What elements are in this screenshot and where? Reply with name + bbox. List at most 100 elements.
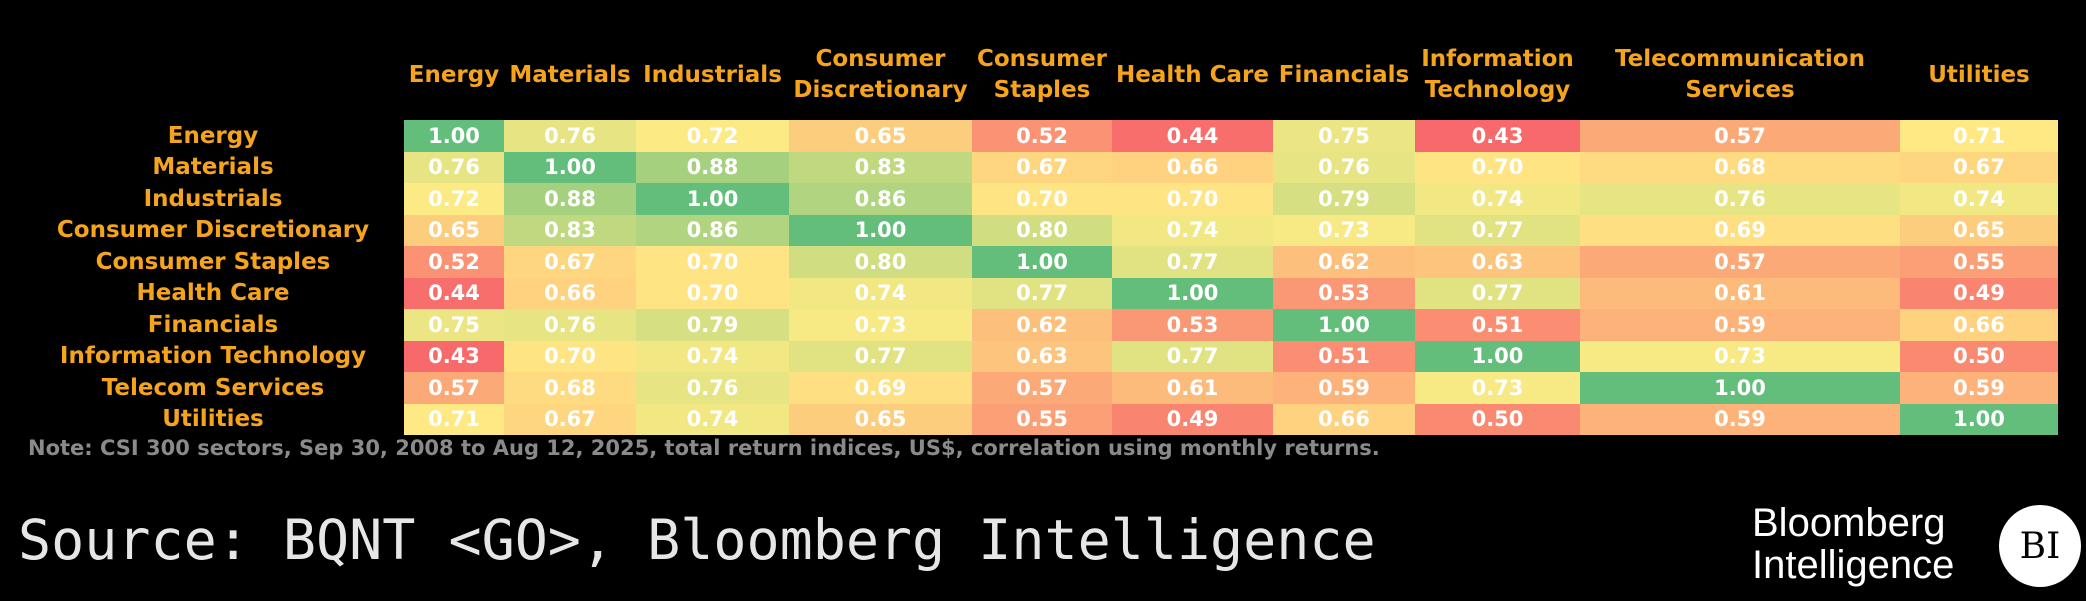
heatmap-cell: 0.55 bbox=[1900, 246, 2058, 278]
row-header: Consumer Staples bbox=[95, 248, 331, 275]
heatmap-cell: 0.74 bbox=[1112, 214, 1273, 246]
column-header: Utilities bbox=[1928, 61, 2030, 88]
heatmap-cell: 0.43 bbox=[1415, 120, 1580, 152]
heatmap-cell: 0.83 bbox=[789, 151, 972, 183]
heatmap-cell: 0.77 bbox=[1415, 214, 1580, 246]
heatmap-cell: 0.73 bbox=[1580, 340, 1900, 372]
row-header: Financials bbox=[147, 311, 279, 338]
heatmap-cell: 1.00 bbox=[1415, 340, 1580, 372]
heatmap-cell: 1.00 bbox=[1580, 372, 1900, 404]
row-header: Energy bbox=[167, 122, 259, 149]
heatmap-cell: 0.59 bbox=[1580, 309, 1900, 341]
heatmap-cell: 0.66 bbox=[504, 277, 636, 309]
heatmap-cell: 0.55 bbox=[972, 403, 1112, 435]
heatmap-cell: 0.67 bbox=[504, 246, 636, 278]
heatmap-cell: 0.74 bbox=[636, 403, 789, 435]
heatmap-cell: 1.00 bbox=[404, 120, 504, 152]
heatmap-cell: 0.70 bbox=[1415, 151, 1580, 183]
heatmap-cell: 0.57 bbox=[404, 372, 504, 404]
column-header: Energy bbox=[408, 61, 500, 88]
heatmap-cell: 0.52 bbox=[404, 246, 504, 278]
heatmap-cell: 0.65 bbox=[789, 120, 972, 152]
column-header: Telecommunication Services bbox=[1615, 46, 1865, 103]
heatmap-cell: 0.77 bbox=[1415, 277, 1580, 309]
heatmap-cell: 0.65 bbox=[1900, 214, 2058, 246]
bi-logo-icon: BI bbox=[1999, 505, 2081, 587]
heatmap-cell: 0.77 bbox=[789, 340, 972, 372]
heatmap-cell: 0.69 bbox=[789, 372, 972, 404]
heatmap-cell: 0.74 bbox=[1415, 183, 1580, 215]
heatmap-cell: 0.69 bbox=[1580, 214, 1900, 246]
heatmap-cell: 0.71 bbox=[404, 403, 504, 435]
heatmap-cell: 0.76 bbox=[636, 372, 789, 404]
heatmap-cell: 0.74 bbox=[1900, 183, 2058, 215]
heatmap-cell: 0.74 bbox=[789, 277, 972, 309]
heatmap-cell: 0.62 bbox=[972, 309, 1112, 341]
heatmap-cell: 0.76 bbox=[1580, 183, 1900, 215]
heatmap-cell: 0.79 bbox=[1273, 183, 1415, 215]
heatmap-cell: 0.70 bbox=[972, 183, 1112, 215]
heatmap-cell: 0.79 bbox=[636, 309, 789, 341]
row-header: Health Care bbox=[136, 280, 290, 306]
row-header: Information Technology bbox=[59, 343, 367, 369]
heatmap-cell: 0.75 bbox=[404, 309, 504, 341]
heatmap-cell: 0.76 bbox=[404, 151, 504, 183]
heatmap-cell: 0.86 bbox=[636, 214, 789, 246]
chart-note: Note: CSI 300 sectors, Sep 30, 2008 to A… bbox=[28, 436, 1380, 460]
heatmap-cell: 0.61 bbox=[1580, 277, 1900, 309]
heatmap-cell: 0.53 bbox=[1273, 277, 1415, 309]
column-header: Health Care bbox=[1116, 61, 1269, 88]
heatmap-cell: 0.70 bbox=[636, 277, 789, 309]
heatmap-cell: 0.76 bbox=[1273, 151, 1415, 183]
heatmap-cell: 0.80 bbox=[789, 246, 972, 278]
heatmap-cell: 0.70 bbox=[1112, 183, 1273, 215]
heatmap-cell: 0.77 bbox=[1112, 340, 1273, 372]
heatmap-cell: 0.73 bbox=[1273, 214, 1415, 246]
heatmap-cell: 0.43 bbox=[404, 340, 504, 372]
heatmap-cell: 0.65 bbox=[404, 214, 504, 246]
heatmap-cell: 1.00 bbox=[504, 151, 636, 183]
heatmap-cell: 0.70 bbox=[636, 246, 789, 278]
heatmap-cell: 0.44 bbox=[1112, 120, 1273, 152]
heatmap-cell: 0.68 bbox=[1580, 151, 1900, 183]
heatmap-cell: 0.83 bbox=[504, 214, 636, 246]
logo-line-2: Intelligence bbox=[1752, 543, 1955, 587]
heatmap-cell: 0.59 bbox=[1580, 403, 1900, 435]
heatmap-cell: 0.77 bbox=[1112, 246, 1273, 278]
heatmap-cell: 0.72 bbox=[404, 183, 504, 215]
column-header: Consumer Staples bbox=[976, 46, 1108, 103]
column-header: Industrials bbox=[643, 61, 782, 88]
heatmap-cell: 0.57 bbox=[972, 372, 1112, 404]
heatmap-cell: 1.00 bbox=[1273, 309, 1415, 341]
heatmap-cell: 0.67 bbox=[1900, 151, 2058, 183]
heatmap-cell: 1.00 bbox=[636, 183, 789, 215]
heatmap-cell: 0.50 bbox=[1415, 403, 1580, 435]
heatmap-cell: 0.52 bbox=[972, 120, 1112, 152]
heatmap-cell: 0.76 bbox=[504, 309, 636, 341]
row-header: Utilities bbox=[162, 406, 264, 432]
heatmap-cell: 0.70 bbox=[504, 340, 636, 372]
heatmap-cell: 1.00 bbox=[972, 246, 1112, 278]
heatmap-cell: 0.66 bbox=[1112, 151, 1273, 183]
bloomberg-intelligence-logo: Bloomberg Intelligence bbox=[1752, 502, 1954, 586]
heatmap-cell: 0.86 bbox=[789, 183, 972, 215]
heatmap-cell: 0.50 bbox=[1900, 340, 2058, 372]
heatmap-cell: 0.57 bbox=[1580, 120, 1900, 152]
heatmap-cell: 0.65 bbox=[789, 403, 972, 435]
logo-line-1: Bloomberg bbox=[1752, 501, 1946, 545]
heatmap-cell: 0.77 bbox=[972, 277, 1112, 309]
heatmap-cell: 0.76 bbox=[504, 120, 636, 152]
heatmap-cell: 1.00 bbox=[1112, 277, 1273, 309]
heatmap-cell: 1.00 bbox=[1900, 403, 2058, 435]
heatmap-cell: 0.59 bbox=[1900, 372, 2058, 404]
heatmap-cell: 0.44 bbox=[404, 277, 504, 309]
heatmap-cell: 0.63 bbox=[972, 340, 1112, 372]
column-header: Consumer Discretionary bbox=[793, 46, 968, 103]
source-line: Source: BQNT <GO>, Bloomberg Intelligenc… bbox=[18, 508, 1376, 572]
heatmap-cell: 0.88 bbox=[636, 151, 789, 183]
heatmap-cell: 0.73 bbox=[1415, 372, 1580, 404]
heatmap-cell: 0.57 bbox=[1580, 246, 1900, 278]
heatmap-cell: 0.73 bbox=[789, 309, 972, 341]
heatmap-cell: 0.59 bbox=[1273, 372, 1415, 404]
